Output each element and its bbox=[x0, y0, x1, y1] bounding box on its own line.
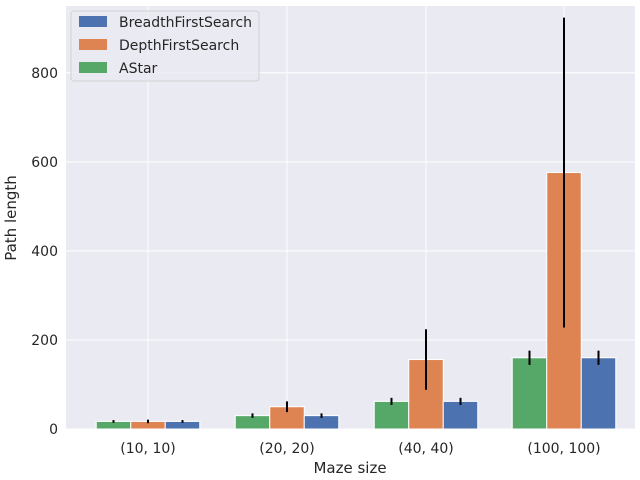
bar-breadthfirstsearch-40-40 bbox=[442, 400, 479, 430]
legend-label-breadthfirstsearch: BreadthFirstSearch bbox=[119, 15, 252, 31]
y-tick-labels: 0 200 400 600 800 bbox=[31, 66, 58, 438]
y-tick-label: 600 bbox=[31, 155, 58, 171]
x-tick-label: (100, 100) bbox=[527, 441, 600, 457]
legend-box bbox=[70, 10, 260, 82]
legend-swatch-depthfirstsearch bbox=[79, 39, 107, 50]
x-tick-labels: (10, 10) (20, 20) (40, 40) (100, 100) bbox=[120, 441, 600, 457]
error-bars bbox=[112, 17, 600, 424]
y-tick-label: 800 bbox=[31, 66, 58, 82]
bar-astar-40-40 bbox=[373, 400, 410, 430]
y-tick-label: 0 bbox=[49, 422, 58, 438]
legend-swatch-breadthfirstsearch bbox=[79, 16, 107, 27]
x-tick-label: (40, 40) bbox=[398, 441, 453, 457]
y-tick-label: 200 bbox=[31, 333, 58, 349]
y-axis-label: Path length bbox=[2, 175, 20, 261]
legend-swatch-astar bbox=[79, 62, 107, 73]
bar-astar-100-100 bbox=[511, 357, 548, 430]
legend: BreadthFirstSearch DepthFirstSearch ASta… bbox=[70, 10, 260, 82]
y-tick-label: 400 bbox=[31, 244, 58, 260]
x-tick-label: (10, 10) bbox=[120, 441, 175, 457]
bar-breadthfirstsearch-100-100 bbox=[580, 357, 617, 430]
legend-label-depthfirstsearch: DepthFirstSearch bbox=[119, 38, 239, 54]
x-tick-label: (20, 20) bbox=[259, 441, 314, 457]
legend-label-astar: AStar bbox=[119, 61, 158, 77]
x-axis-label: Maze size bbox=[313, 459, 386, 477]
